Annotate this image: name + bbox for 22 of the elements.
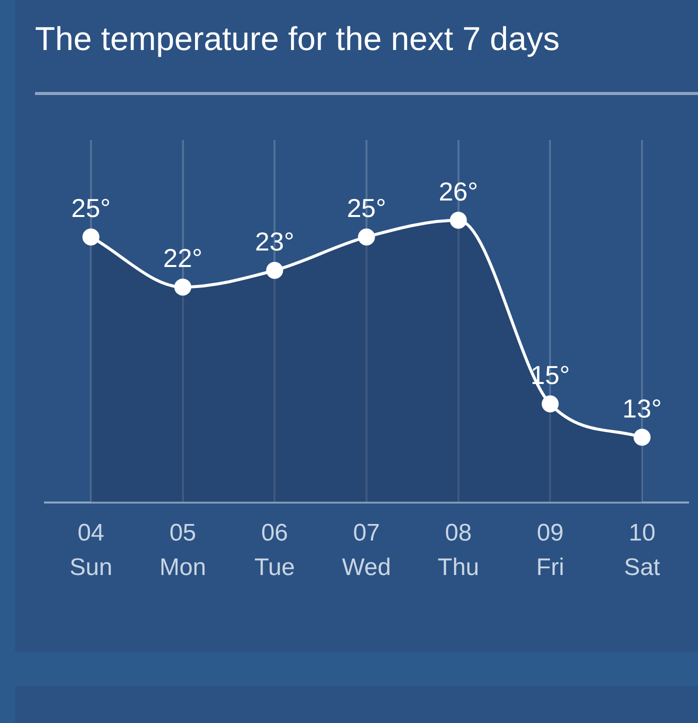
x-tick-label: 10 Sat <box>624 519 660 582</box>
point <box>266 262 284 279</box>
point <box>542 395 559 412</box>
data-label: 23° <box>254 226 294 257</box>
point <box>450 212 467 229</box>
x-tick-label: 08 Thu <box>438 519 480 582</box>
x-tick-label: 07 Wed <box>342 519 391 582</box>
x-tick-label: 06 Tue <box>254 519 295 582</box>
data-label: 26° <box>438 176 478 206</box>
data-label: 22° <box>163 243 202 274</box>
point <box>82 228 100 246</box>
point <box>634 428 651 446</box>
data-label: 15° <box>530 360 570 390</box>
point <box>358 228 375 246</box>
x-tick-label: 05 Mon <box>159 519 206 582</box>
point <box>174 278 192 296</box>
data-label: 13° <box>622 393 662 424</box>
x-tick-label: 04 Sun <box>70 519 112 582</box>
data-label: 25° <box>346 193 386 224</box>
chart-title: The temperature for the next 7 days <box>35 20 560 58</box>
x-tick-label: 09 Fri <box>536 519 564 582</box>
data-label: 25° <box>71 193 111 224</box>
